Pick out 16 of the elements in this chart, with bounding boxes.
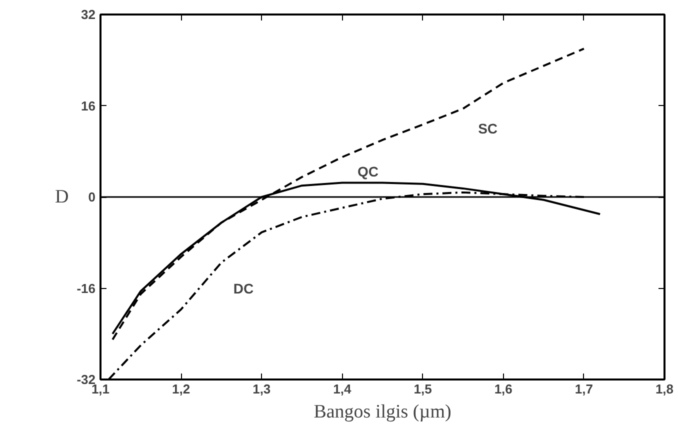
y-tick-label: 16 (81, 98, 96, 114)
y-axis-title: D (54, 186, 69, 208)
x-tick-label: 1,7 (574, 382, 593, 396)
x-tick-label: 1,2 (172, 382, 190, 396)
x-tick-label: 1,8 (655, 382, 674, 396)
x-tick-label: 1,4 (333, 382, 352, 396)
x-tick-label: 1,6 (494, 382, 512, 396)
series-label: DC (233, 280, 254, 297)
x-axis-title: Bangos ilgis (µm) (314, 402, 452, 422)
y-tick-label: 0 (88, 190, 96, 204)
y-tick-label: -16 (76, 280, 96, 296)
y-tick-label: 32 (81, 7, 96, 22)
series-label: SC (478, 120, 498, 137)
x-tick-label: 1,5 (414, 382, 432, 396)
series-label: QC (358, 164, 378, 180)
x-tick-label: 1,3 (252, 382, 271, 396)
